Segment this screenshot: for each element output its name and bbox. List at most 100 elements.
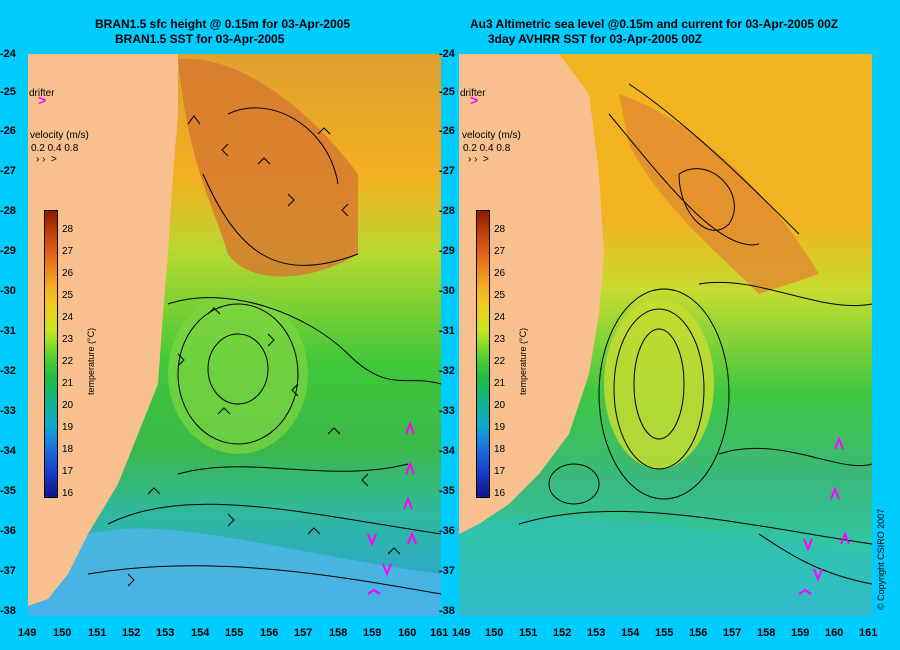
colorbar-tick: 18 [62, 444, 74, 455]
colorbar-tick: 22 [62, 356, 74, 367]
lon-label: 152 [122, 627, 141, 639]
lon-label: 159 [363, 627, 382, 639]
lat-label: -34 [439, 445, 455, 457]
lon-label: 161 [430, 627, 449, 639]
colorbar-tick: 20 [62, 400, 74, 411]
left-contours [87, 107, 441, 595]
right-eddy-patch [604, 299, 714, 469]
lat-label: -24 [0, 48, 16, 60]
lon-label: 159 [791, 627, 810, 639]
colorbar-tick: 27 [494, 246, 506, 257]
colorbar-tick: 25 [494, 290, 506, 301]
lat-label: -37 [0, 565, 16, 577]
left-velocity-arrows [127, 115, 401, 587]
colorbar-tick: 27 [62, 246, 74, 257]
colorbar-tick: 16 [62, 488, 74, 499]
left-colorbar-title: temperature (°C) [86, 327, 96, 395]
colorbar-tick: 26 [494, 268, 506, 279]
left-title-line1: BRAN1.5 sfc height @ 0.15m for 03-Apr-20… [95, 17, 351, 31]
right-velocity-arrows-key: › › > [468, 154, 489, 165]
right-map-panel [459, 54, 872, 616]
right-map-canvas [459, 54, 872, 616]
lon-label: 160 [398, 627, 417, 639]
lat-label: -32 [439, 365, 455, 377]
lat-label: -29 [439, 245, 455, 257]
colorbar-tick: 28 [494, 224, 506, 235]
lat-label: -37 [439, 565, 455, 577]
lat-label: -26 [439, 125, 455, 137]
lat-label: -32 [0, 365, 16, 377]
lat-label: -36 [439, 525, 455, 537]
colorbar-tick: 25 [62, 290, 74, 301]
lon-label: 154 [621, 627, 640, 639]
lon-label: 158 [329, 627, 348, 639]
lat-label: -35 [439, 485, 455, 497]
colorbar-tick: 26 [62, 268, 74, 279]
left-map-canvas [28, 54, 441, 616]
left-drifter-tracks [367, 421, 417, 595]
right-drifter-label: drifter [460, 88, 486, 99]
colorbar-tick: 19 [62, 422, 74, 433]
colorbar-tick: 23 [494, 334, 506, 345]
lat-label: -25 [0, 86, 16, 98]
right-land [459, 54, 604, 534]
left-warm-core [178, 58, 358, 277]
lon-label: 157 [723, 627, 742, 639]
colorbar-tick: 22 [494, 356, 506, 367]
colorbar-tick: 24 [494, 312, 506, 323]
colorbar-tick: 21 [62, 378, 74, 389]
left-velocity-values: 0.2 0.4 0.8 [31, 143, 79, 154]
right-velocity-label: velocity (m/s) [462, 130, 521, 141]
colorbar-tick: 17 [494, 466, 506, 477]
left-map-panel [28, 54, 441, 616]
right-velocity-values: 0.2 0.4 0.8 [463, 143, 511, 154]
lon-label: 149 [452, 627, 471, 639]
right-drifter-marker: > [470, 92, 479, 108]
colorbar-tick: 17 [62, 466, 74, 477]
lat-label: -34 [0, 445, 16, 457]
left-eddy-patch [168, 294, 308, 454]
lat-label: -28 [0, 205, 16, 217]
right-colorbar-title: temperature (°C) [518, 327, 528, 395]
lat-label: -29 [0, 245, 16, 257]
right-contours [518, 83, 872, 585]
lat-label: -36 [0, 525, 16, 537]
colorbar-tick: 18 [494, 444, 506, 455]
lat-label: -38 [439, 605, 455, 617]
lon-label: 151 [88, 627, 107, 639]
colorbar-tick: 20 [494, 400, 506, 411]
colorbar-tick: 24 [62, 312, 74, 323]
lon-label: 155 [655, 627, 674, 639]
lon-label: 156 [689, 627, 708, 639]
lon-label: 155 [225, 627, 244, 639]
right-drifter-tracks [798, 436, 850, 595]
lat-label: -33 [439, 405, 455, 417]
right-warm-core [619, 94, 819, 294]
lon-label: 153 [156, 627, 175, 639]
lon-label: 153 [587, 627, 606, 639]
lat-label: -24 [439, 48, 455, 60]
lat-label: -28 [439, 205, 455, 217]
left-colorbar [44, 210, 58, 498]
colorbar-tick: 19 [494, 422, 506, 433]
right-colorbar [476, 210, 490, 498]
colorbar-tick: 16 [494, 488, 506, 499]
left-land [28, 54, 178, 606]
lat-label: -25 [439, 86, 455, 98]
lon-label: 151 [519, 627, 538, 639]
lon-label: 149 [18, 627, 37, 639]
left-cool-water [28, 528, 441, 616]
right-title-line1: Au3 Altimetric sea level @0.15m and curr… [470, 17, 839, 31]
lon-label: 161 [859, 627, 878, 639]
left-velocity-arrows-key: › › > [36, 154, 57, 165]
lon-label: 152 [553, 627, 572, 639]
colorbar-tick: 28 [62, 224, 74, 235]
lat-label: -31 [0, 325, 16, 337]
lon-label: 157 [294, 627, 313, 639]
lat-label: -31 [439, 325, 455, 337]
lon-label: 150 [53, 627, 72, 639]
left-drifter-label: drifter [29, 88, 55, 99]
lat-label: -27 [439, 165, 455, 177]
lon-label: 150 [485, 627, 504, 639]
copyright-text: © Copyright CSIRO 2007 [876, 508, 886, 610]
